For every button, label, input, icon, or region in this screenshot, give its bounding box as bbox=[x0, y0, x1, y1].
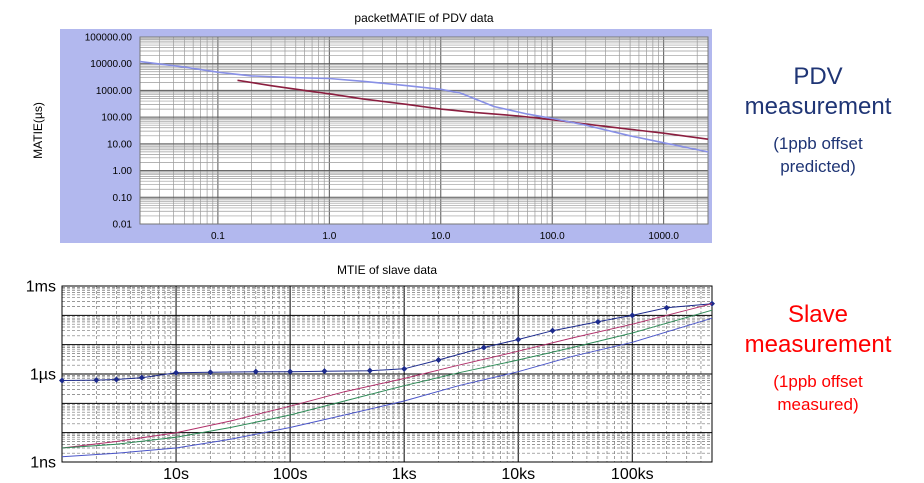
pdv-caption: PDV measurement (1ppb offset predicted) bbox=[712, 62, 924, 178]
chart-0-y-tick-label: 0.10 bbox=[113, 193, 133, 204]
chart-1-series-0-point bbox=[287, 368, 294, 375]
chart-0-y-tick-label: 1.00 bbox=[113, 166, 133, 177]
chart-1-series-1-line bbox=[61, 303, 713, 449]
chart-0-y-tick-label: 1000.00 bbox=[96, 86, 133, 97]
chart-1-y-tick-label: 1ns bbox=[30, 455, 56, 472]
chart-1-series-0-point bbox=[366, 367, 373, 374]
chart-1-series-0-point bbox=[594, 318, 601, 325]
chart-1-series-2-line bbox=[61, 309, 713, 449]
chart-0-series-1-line bbox=[139, 60, 709, 153]
chart-1-series-0-point bbox=[629, 312, 636, 319]
chart-0-ylabel: MATIE(µs) bbox=[31, 102, 45, 159]
chart-0-x-tick-label: 1.0 bbox=[322, 231, 336, 242]
chart-1-series-0-point bbox=[59, 377, 65, 384]
chart-1-series-0-point bbox=[663, 304, 670, 311]
chart-1-series-0-point bbox=[138, 374, 145, 381]
chart-1-series-0-point bbox=[113, 376, 120, 383]
chart-1: MTIE of slave data 10s 100s 1ks 10ks 100ks 1ns… bbox=[26, 263, 715, 483]
chart-0-y-tick-label: 100.00 bbox=[101, 113, 132, 124]
chart-1-series-0-point bbox=[515, 336, 522, 343]
chart-1-x-tick-label: 10ks bbox=[501, 466, 535, 483]
chart-0-grid bbox=[140, 37, 708, 225]
chart-1-series-0-point bbox=[321, 368, 328, 375]
pdv-note-line-2: predicted) bbox=[780, 157, 856, 176]
pdv-note-line-1: (1ppb offset bbox=[773, 134, 863, 153]
chart-1-title: MTIE of slave data bbox=[337, 263, 437, 277]
chart-1-frame bbox=[61, 285, 713, 463]
slave-title-line-2: measurement bbox=[744, 331, 892, 358]
chart-0-y-tick-label: 100000.00 bbox=[85, 33, 133, 44]
chart-0-y-tick-label: 0.01 bbox=[113, 220, 133, 231]
chart-1-series-0-point bbox=[401, 365, 408, 372]
chart-1-series-0-point bbox=[480, 344, 487, 351]
chart-1-x-tick-label: 100ks bbox=[611, 466, 654, 483]
chart-1-x-tick-label: 100s bbox=[273, 466, 308, 483]
chart-0-x-tick-label: 0.1 bbox=[211, 231, 225, 242]
chart-0-series-0-line bbox=[237, 79, 709, 140]
chart-1-series-0-point bbox=[207, 369, 214, 376]
chart-1-y-tick-label: 1ms bbox=[26, 279, 56, 296]
chart-1-series-0-point bbox=[435, 357, 442, 364]
chart-0-title: packetMATIE of PDV data bbox=[354, 11, 493, 25]
slave-caption: Slave measurement (1ppb offset measured) bbox=[712, 300, 924, 416]
chart-1-series-0-point bbox=[173, 369, 180, 376]
chart-0-y-tick-label: 10000.00 bbox=[90, 59, 132, 70]
chart-0-x-tick-label: 100.0 bbox=[540, 231, 565, 242]
chart-0-y-tick-label: 10.00 bbox=[107, 139, 132, 150]
chart-0: packetMATIE of PDV data MATIE(µs) 0.1 1.0 10… bbox=[31, 11, 712, 243]
pdv-title-line-1: PDV bbox=[793, 63, 843, 90]
chart-1-x-tick-label: 1ks bbox=[392, 466, 417, 483]
pdv-title-line-2: measurement bbox=[744, 93, 892, 120]
chart-0-frame bbox=[139, 36, 709, 225]
chart-1-series-0-point bbox=[93, 377, 100, 384]
chart-1-series-0-point bbox=[252, 368, 259, 375]
chart-1-series-0-point bbox=[549, 327, 556, 334]
chart-0-x-tick-label: 1000.0 bbox=[648, 231, 679, 242]
chart-1-series-3-line bbox=[61, 317, 713, 458]
slave-title-line-1: Slave bbox=[787, 301, 849, 328]
chart-0-x-tick-label: 10.0 bbox=[431, 231, 451, 242]
chart-1-series-0-point bbox=[709, 300, 715, 307]
chart-1-y-tick-label: 1µs bbox=[30, 367, 56, 384]
chart-1-x-tick-label: 10s bbox=[163, 466, 189, 483]
slave-note-line-1: (1ppb offset bbox=[773, 372, 863, 391]
slave-note-line-2: measured) bbox=[777, 395, 859, 414]
